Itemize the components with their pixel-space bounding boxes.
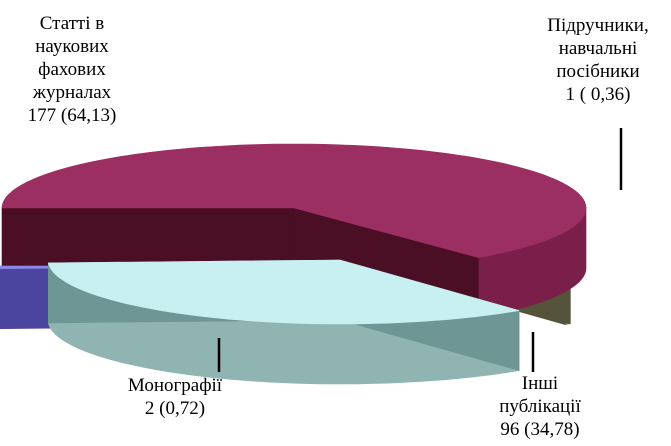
label-articles: Статті в наукових фахових журналах 177 (…: [6, 12, 138, 127]
label-textbooks-line-3: посібники: [556, 61, 640, 82]
label-articles-line-4: журналах: [32, 82, 112, 103]
label-textbooks-value: 1 ( 0,36): [565, 84, 631, 105]
slices-layer: [0, 143, 587, 385]
label-monographs: Монографії 2 (0,72): [100, 374, 250, 420]
label-other: Інші публікації 96 (34,78): [480, 372, 600, 441]
label-textbooks-line-2: навчальні: [558, 38, 638, 59]
slice-other: [47, 259, 520, 385]
label-other-line-1: Інші: [521, 373, 559, 394]
label-other-line-2: публікації: [499, 396, 581, 417]
slice-other-top: [47, 259, 520, 325]
label-articles-line-1: Статті в: [39, 13, 105, 34]
label-monographs-value: 2 (0,72): [144, 398, 206, 419]
label-articles-line-3: фахових: [38, 59, 106, 80]
slice-articles-cut-1: [1, 207, 295, 269]
label-other-value: 96 (34,78): [500, 419, 580, 440]
label-textbooks-line-1: Підручники,: [547, 15, 649, 36]
leader-lines: [217, 128, 623, 372]
label-articles-line-2: наукових: [35, 36, 109, 57]
label-textbooks: Підручники, навчальні посібники 1 ( 0,36…: [525, 14, 671, 106]
label-monographs-line-1: Монографії: [127, 375, 223, 396]
label-articles-value: 177 (64,13): [27, 105, 117, 126]
slice-articles-top: [1, 143, 587, 258]
slice-articles: [1, 143, 587, 318]
